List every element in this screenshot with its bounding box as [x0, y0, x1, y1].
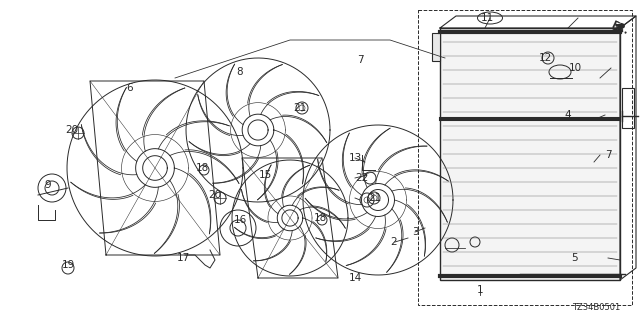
Text: 11: 11	[481, 13, 493, 23]
Text: 18: 18	[314, 213, 326, 223]
Text: 10: 10	[568, 63, 582, 73]
Bar	[418, 10, 632, 305]
Text: 18: 18	[195, 163, 209, 173]
Text: 2: 2	[390, 237, 397, 247]
Text: 4: 4	[564, 110, 572, 120]
Text: 6: 6	[127, 83, 133, 93]
Text: 3: 3	[412, 227, 419, 237]
Text: 22: 22	[355, 173, 369, 183]
Bar	[622, 88, 634, 128]
Text: 9: 9	[45, 180, 51, 190]
Text: 8: 8	[237, 67, 243, 77]
Text: 21: 21	[369, 193, 381, 203]
Text: TZ34B0501: TZ34B0501	[572, 303, 620, 312]
Text: 17: 17	[177, 253, 189, 263]
Text: 1: 1	[477, 285, 483, 295]
Text: 21: 21	[293, 103, 307, 113]
Text: 14: 14	[348, 273, 362, 283]
Bar	[440, 28, 620, 280]
Text: 16: 16	[234, 215, 246, 225]
Text: 12: 12	[538, 53, 552, 63]
Text: 7: 7	[356, 55, 364, 65]
Text: 15: 15	[259, 170, 271, 180]
Text: 20: 20	[65, 125, 79, 135]
Text: 19: 19	[61, 260, 75, 270]
Bar	[432, 33, 440, 61]
Text: 20: 20	[209, 190, 221, 200]
Text: 7: 7	[605, 150, 611, 160]
Text: 5: 5	[572, 253, 579, 263]
Text: FR.: FR.	[609, 20, 630, 36]
Text: 13: 13	[348, 153, 362, 163]
